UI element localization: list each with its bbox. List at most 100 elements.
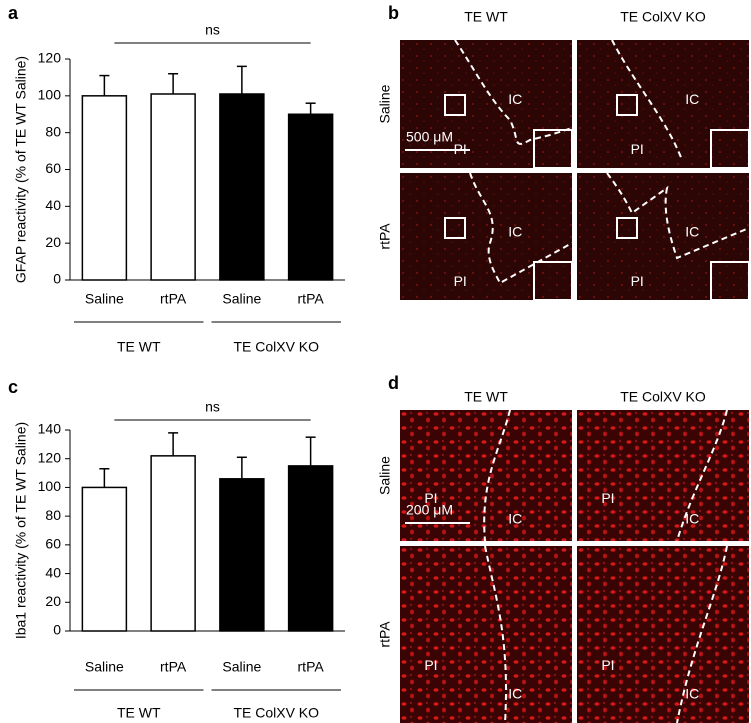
y-tick-label: 140 <box>38 421 62 437</box>
micrograph: IC PI <box>400 545 572 723</box>
inset-box <box>710 129 750 169</box>
micrograph-image <box>577 410 749 541</box>
scale-bar-label: 500 μM <box>406 129 453 145</box>
row-label: rtPA <box>377 223 393 250</box>
region-label: PI <box>601 490 614 506</box>
region-label: IC <box>685 511 699 527</box>
bar <box>81 95 128 281</box>
region-boundary <box>469 172 573 285</box>
micrograph: IC PI <box>577 172 750 301</box>
y-tick-label: 120 <box>38 50 62 66</box>
micrograph: IC PI <box>577 409 749 542</box>
micrograph-image <box>400 40 572 168</box>
panel-gap <box>400 169 750 173</box>
bar <box>150 93 196 281</box>
bar <box>219 93 265 281</box>
x-tick-label: Saline <box>85 659 124 675</box>
x-tick-label: rtPA <box>298 291 325 307</box>
column-label: TE WT <box>464 389 508 405</box>
micrograph-image <box>400 173 572 300</box>
panel-letter: c <box>8 377 18 397</box>
roi-box <box>444 217 466 239</box>
scale-bar-label: 200 μM <box>406 502 453 518</box>
region-boundary <box>676 545 728 723</box>
column-label: TE ColXV KO <box>620 9 706 25</box>
significance-label: ns <box>205 399 220 415</box>
y-tick-label: 0 <box>53 622 61 638</box>
y-axis-label: GFAP reactivity (% of TE WT Saline) <box>13 56 29 283</box>
row-label: rtPA <box>377 621 393 648</box>
x-tick-label: rtPA <box>160 659 187 675</box>
y-tick-label: 0 <box>53 271 61 287</box>
micrograph-image <box>577 546 749 723</box>
group-label: TE WT <box>117 705 161 721</box>
row-label: Saline <box>377 84 393 123</box>
bar <box>219 478 265 632</box>
bar <box>287 465 334 632</box>
micrograph-image <box>400 410 572 541</box>
y-tick-label: 20 <box>45 593 61 609</box>
panel-letter: b <box>388 3 399 23</box>
y-tick-label: 60 <box>45 160 61 176</box>
region-label: PI <box>424 490 437 506</box>
region-label: PI <box>454 273 467 289</box>
region-boundary <box>676 409 728 542</box>
region-label: PI <box>631 141 644 157</box>
inset-box <box>533 129 573 169</box>
x-tick-label: Saline <box>85 291 124 307</box>
group-label: TE ColXV KO <box>233 339 319 355</box>
y-tick-label: 100 <box>38 478 62 494</box>
panel-letter: a <box>8 3 19 23</box>
bar <box>287 113 334 281</box>
region-boundary <box>611 39 683 161</box>
roi-box <box>444 94 466 116</box>
bar <box>81 486 128 632</box>
y-tick-label: 60 <box>45 536 61 552</box>
x-tick-label: rtPA <box>160 291 187 307</box>
significance-label: ns <box>205 22 220 38</box>
micrograph-image <box>577 40 749 168</box>
region-boundary <box>483 409 511 542</box>
y-tick-label: 20 <box>45 234 61 250</box>
y-tick-label: 100 <box>38 87 62 103</box>
region-label: IC <box>508 685 522 701</box>
inset-box <box>710 261 750 301</box>
group-label: TE ColXV KO <box>233 705 319 721</box>
bar <box>150 455 196 632</box>
micrograph-image <box>577 173 749 300</box>
panel-letter: d <box>388 373 399 393</box>
region-label: PI <box>631 273 644 289</box>
y-tick-label: 80 <box>45 507 61 523</box>
inset-box <box>533 261 573 301</box>
y-tick-label: 40 <box>45 564 61 580</box>
micrograph: IC PI <box>400 172 573 301</box>
region-label: IC <box>508 91 522 107</box>
micrograph: IC PI <box>577 545 749 723</box>
x-tick-label: Saline <box>222 291 261 307</box>
row-label: Saline <box>377 456 393 495</box>
micrograph: IC PI <box>577 39 750 169</box>
panel-gap <box>400 542 750 546</box>
column-label: TE ColXV KO <box>620 389 706 405</box>
region-boundary <box>454 39 573 145</box>
region-label: PI <box>601 657 614 673</box>
micrograph-image <box>400 546 572 723</box>
roi-box <box>616 217 638 239</box>
x-tick-label: rtPA <box>298 659 325 675</box>
roi-box <box>616 94 638 116</box>
region-label: IC <box>508 223 522 239</box>
x-tick-label: Saline <box>222 659 261 675</box>
region-label: PI <box>454 141 467 157</box>
region-label: IC <box>685 223 699 239</box>
y-axis-label: Iba1 reactivity (% of TE WT Saline) <box>13 422 29 639</box>
region-label: IC <box>685 685 699 701</box>
region-label: IC <box>685 91 699 107</box>
y-tick-label: 80 <box>45 123 61 139</box>
region-boundary <box>606 172 750 260</box>
region-label: IC <box>508 511 522 527</box>
y-tick-label: 120 <box>38 449 62 465</box>
column-label: TE WT <box>464 9 508 25</box>
